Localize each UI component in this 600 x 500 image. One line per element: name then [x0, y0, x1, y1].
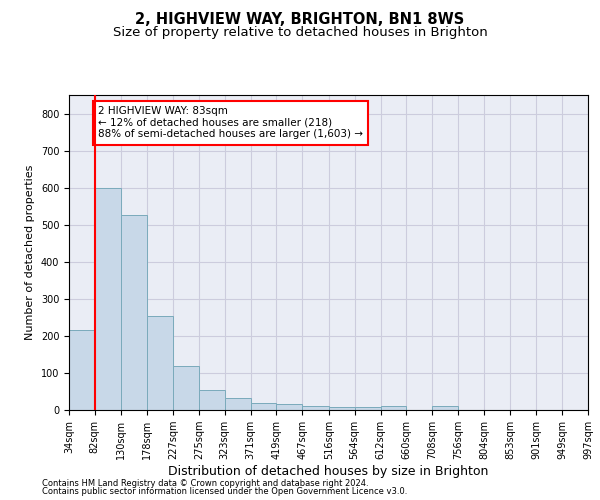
Bar — [69, 330, 95, 410]
Bar — [121, 216, 146, 410]
Bar — [225, 398, 251, 410]
Y-axis label: Number of detached properties: Number of detached properties — [25, 165, 35, 340]
Bar — [251, 402, 277, 410]
Text: 2 HIGHVIEW WAY: 83sqm
← 12% of detached houses are smaller (218)
88% of semi-det: 2 HIGHVIEW WAY: 83sqm ← 12% of detached … — [98, 106, 363, 140]
Bar — [380, 406, 406, 410]
Text: Contains HM Land Registry data © Crown copyright and database right 2024.: Contains HM Land Registry data © Crown c… — [42, 478, 368, 488]
Bar — [95, 188, 121, 410]
Bar — [329, 407, 355, 410]
Text: Size of property relative to detached houses in Brighton: Size of property relative to detached ho… — [113, 26, 487, 39]
Bar — [173, 366, 199, 410]
X-axis label: Distribution of detached houses by size in Brighton: Distribution of detached houses by size … — [169, 465, 488, 478]
Bar — [277, 404, 302, 410]
Bar — [355, 407, 380, 410]
Bar — [199, 390, 225, 410]
Bar — [146, 316, 173, 410]
Bar — [302, 406, 329, 410]
Text: Contains public sector information licensed under the Open Government Licence v3: Contains public sector information licen… — [42, 487, 407, 496]
Text: 2, HIGHVIEW WAY, BRIGHTON, BN1 8WS: 2, HIGHVIEW WAY, BRIGHTON, BN1 8WS — [136, 12, 464, 28]
Bar — [432, 406, 458, 410]
